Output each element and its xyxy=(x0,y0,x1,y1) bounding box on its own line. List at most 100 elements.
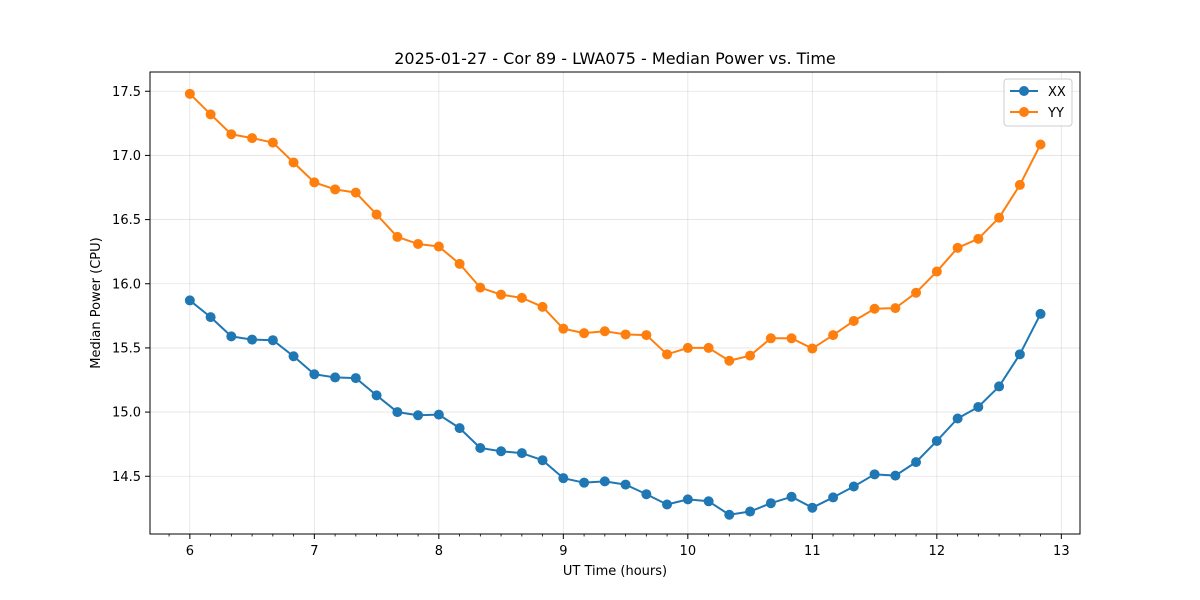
data-point-xx xyxy=(848,481,859,492)
x-tick-label: 11 xyxy=(804,544,821,559)
data-point-yy xyxy=(350,187,361,198)
data-point-yy xyxy=(620,329,631,340)
data-point-yy xyxy=(475,282,486,293)
data-point-yy xyxy=(765,333,776,344)
x-tick-label: 10 xyxy=(680,544,697,559)
y-axis-label: Median Power (CPU) xyxy=(89,237,104,368)
data-point-xx xyxy=(433,409,444,420)
data-point-xx xyxy=(641,489,652,500)
series-layer xyxy=(184,88,1046,520)
data-point-yy xyxy=(828,330,839,341)
data-point-xx xyxy=(931,435,942,446)
data-point-yy xyxy=(433,241,444,252)
x-tick-label: 9 xyxy=(559,544,567,559)
data-point-yy xyxy=(1035,139,1046,150)
data-point-yy xyxy=(869,303,880,314)
data-point-xx xyxy=(745,506,756,517)
data-point-xx xyxy=(724,509,735,520)
data-point-xx xyxy=(952,413,963,424)
data-point-xx xyxy=(537,455,548,466)
data-point-xx xyxy=(869,469,880,480)
data-point-xx xyxy=(828,492,839,503)
data-point-yy xyxy=(682,342,693,353)
data-point-xx xyxy=(184,295,195,306)
data-point-xx xyxy=(994,381,1005,392)
y-tick-label: 17.5 xyxy=(112,85,141,100)
legend-marker-xx xyxy=(1019,86,1029,96)
data-point-yy xyxy=(662,349,673,360)
data-point-xx xyxy=(662,499,673,510)
data-point-xx xyxy=(703,496,714,507)
data-point-xx xyxy=(475,443,486,454)
data-point-yy xyxy=(931,266,942,277)
y-tick-label: 14.5 xyxy=(112,470,141,485)
data-point-yy xyxy=(516,292,527,303)
data-point-yy xyxy=(288,157,299,168)
y-axis-ticks: 14.5 15.0 15.5 16.0 16.5 17.0 17.5 xyxy=(112,85,150,485)
data-point-yy xyxy=(537,301,548,312)
data-point-yy xyxy=(309,177,320,188)
legend: XX YY xyxy=(1003,78,1073,127)
data-point-yy xyxy=(599,326,610,337)
data-point-yy xyxy=(848,315,859,326)
plot-frame xyxy=(149,71,1081,535)
y-tick-label: 16.5 xyxy=(112,213,141,228)
data-point-xx xyxy=(371,390,382,401)
y-tick-label: 15.0 xyxy=(112,406,141,421)
series-yy xyxy=(184,88,1046,366)
data-point-xx xyxy=(558,473,569,484)
x-tick-label: 6 xyxy=(186,544,194,559)
data-point-xx xyxy=(765,498,776,509)
legend-label-yy: YY xyxy=(1047,106,1064,121)
data-point-xx xyxy=(454,423,465,434)
data-point-yy xyxy=(558,323,569,334)
data-point-xx xyxy=(496,446,507,457)
data-point-xx xyxy=(890,470,901,481)
data-point-yy xyxy=(703,342,714,353)
y-tick-label: 16.0 xyxy=(112,277,141,292)
grid-lines xyxy=(150,72,1080,534)
x-tick-label: 7 xyxy=(310,544,318,559)
data-point-xx xyxy=(620,479,631,490)
data-point-xx xyxy=(309,369,320,380)
series-xx xyxy=(184,295,1046,520)
data-point-xx xyxy=(786,491,797,502)
data-point-yy xyxy=(807,343,818,354)
data-point-yy xyxy=(1014,179,1025,190)
x-tick-label: 8 xyxy=(435,544,443,559)
data-point-yy xyxy=(226,129,237,140)
data-point-yy xyxy=(724,355,735,366)
data-point-yy xyxy=(973,233,984,244)
x-axis-ticks: 6 7 8 9 10 11 12 13 xyxy=(168,534,1070,559)
data-point-yy xyxy=(413,238,424,249)
data-point-xx xyxy=(579,477,590,488)
data-point-xx xyxy=(288,351,299,362)
x-tick-label: 12 xyxy=(929,544,946,559)
data-point-yy xyxy=(392,231,403,242)
data-point-yy xyxy=(952,242,963,253)
data-point-yy xyxy=(786,333,797,344)
data-point-yy xyxy=(330,184,341,195)
data-point-xx xyxy=(413,410,424,421)
y-tick-label: 17.0 xyxy=(112,149,141,164)
data-point-yy xyxy=(247,133,258,144)
data-point-xx xyxy=(247,334,258,345)
x-axis-label: UT Time (hours) xyxy=(563,564,667,579)
chart-title: 2025-01-27 - Cor 89 - LWA075 - Median Po… xyxy=(394,49,836,68)
data-point-xx xyxy=(1035,308,1046,319)
data-point-yy xyxy=(994,212,1005,223)
data-point-xx xyxy=(599,476,610,487)
data-point-xx xyxy=(226,331,237,342)
data-point-yy xyxy=(184,88,195,99)
data-point-yy xyxy=(371,209,382,220)
data-point-xx xyxy=(267,335,278,346)
data-point-xx xyxy=(205,312,216,323)
data-point-xx xyxy=(973,401,984,412)
data-point-yy xyxy=(641,330,652,341)
data-point-xx xyxy=(330,372,341,383)
data-point-xx xyxy=(1014,349,1025,360)
data-point-yy xyxy=(579,328,590,339)
data-point-xx xyxy=(911,457,922,468)
